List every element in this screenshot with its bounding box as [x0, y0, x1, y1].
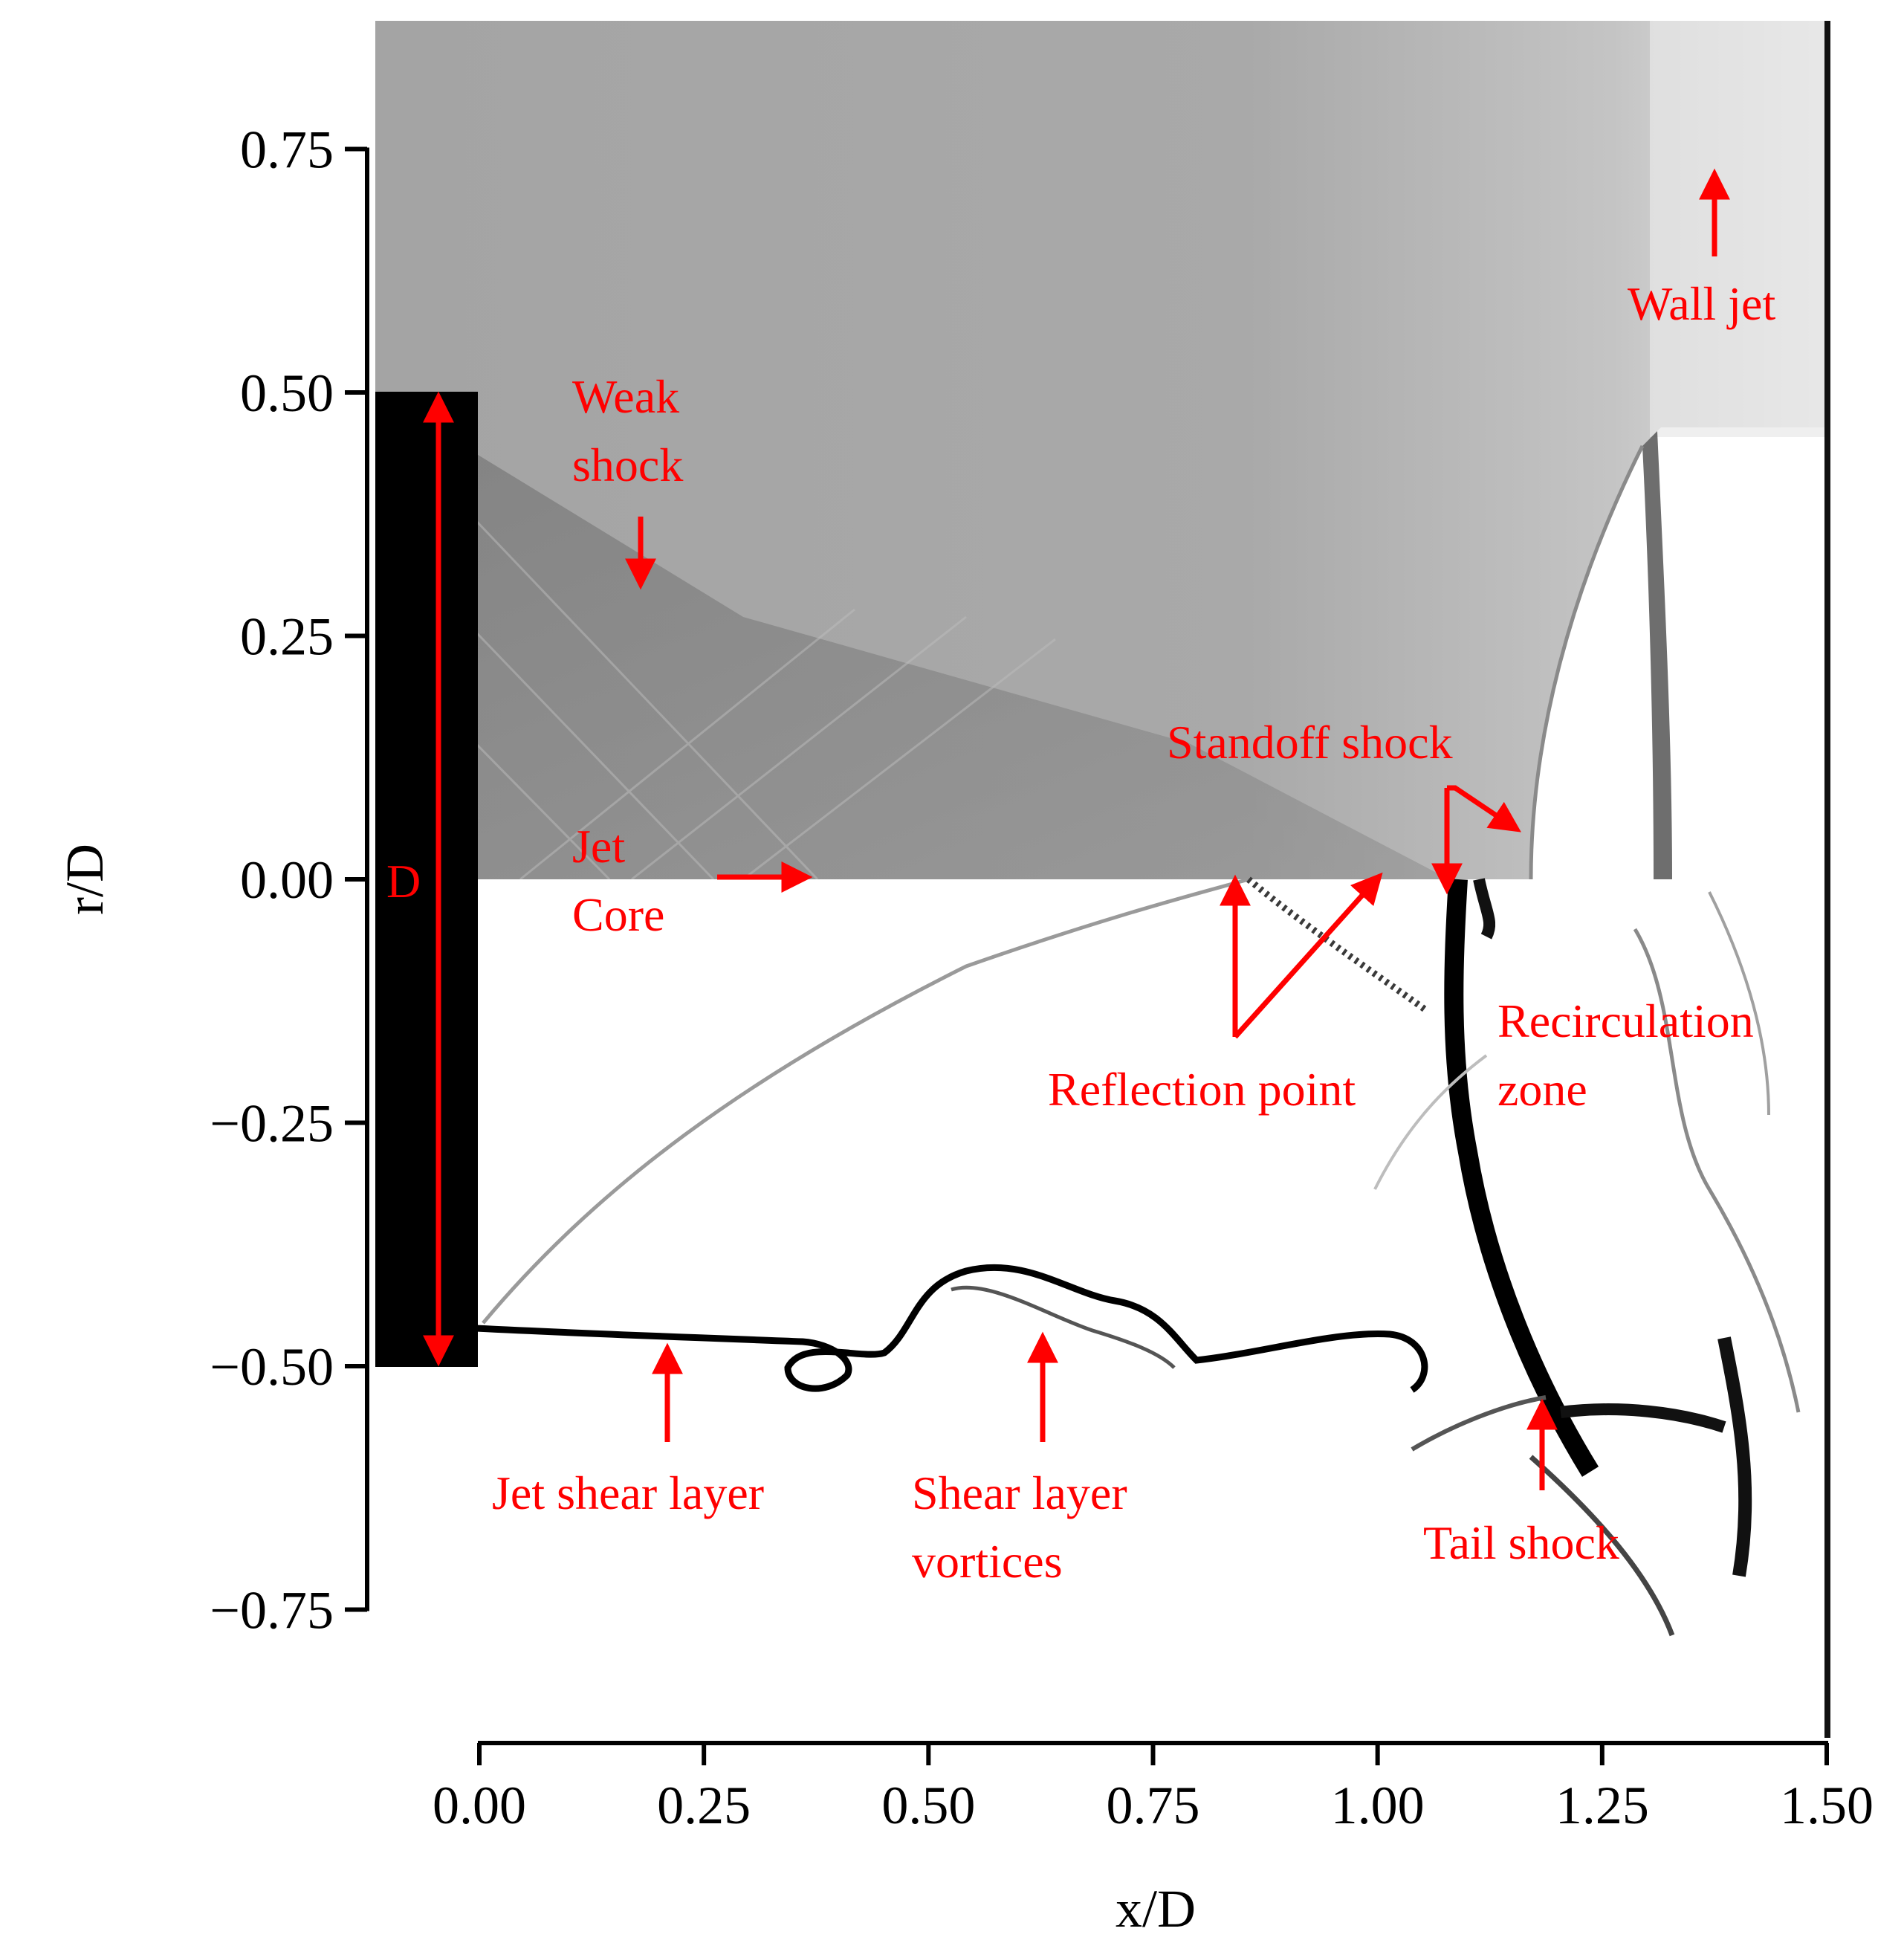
annotation-labels: Weak shock Wall jet D Jet Core Standoff sh…: [386, 277, 1775, 1588]
y-axis: 0.75 0.50 0.25 0.00 −0.25 −0.50 −0.75: [210, 120, 369, 1640]
x-tick-label: 0.50: [881, 1776, 975, 1835]
y-tick-label: −0.50: [210, 1337, 334, 1397]
weak-shock-label: Weak shock: [572, 370, 683, 491]
x-tick-label: 1.25: [1555, 1776, 1649, 1835]
reflection-point-arrow-2: [1233, 872, 1383, 1039]
y-tick-label: 0.50: [240, 363, 334, 423]
diameter-label: D: [386, 855, 421, 908]
x-tick-label: 0.75: [1107, 1776, 1200, 1835]
jet-core-label: Jet Core: [572, 820, 664, 941]
y-tick-label: −0.75: [210, 1581, 334, 1640]
tail-shock-line: [1444, 879, 1599, 1477]
x-tick-label: 1.50: [1780, 1776, 1874, 1835]
jet-shear-layer-label: Jet shear layer: [492, 1467, 764, 1519]
y-tick-label: 0.25: [240, 607, 334, 667]
y-tick-label: −0.25: [210, 1094, 334, 1154]
x-axis-label: x/D: [1115, 1879, 1196, 1939]
x-tick-label: 1.00: [1331, 1776, 1425, 1835]
y-tick-label: 0.00: [240, 850, 334, 910]
reflection-point-label: Reflection point: [1048, 1063, 1356, 1116]
wall-jet-label: Wall jet: [1628, 277, 1775, 330]
tail-shock-label: Tail shock: [1423, 1516, 1619, 1569]
y-tick-label: 0.75: [240, 120, 334, 180]
x-axis: 0.00 0.25 0.50 0.75 1.00 1.25 1.50: [433, 1741, 1874, 1835]
flow-field-image: [375, 21, 1830, 1738]
x-tick-label: 0.00: [433, 1776, 526, 1835]
lower-field: [375, 879, 1830, 1738]
shear-layer-vortices-label: Shear layer vortices: [912, 1467, 1127, 1588]
oblique-shock-lower: [482, 877, 1249, 1325]
jet-core-wedge: [476, 453, 1449, 879]
impingement-plate: [1824, 21, 1830, 1738]
standoff-bright-region: [1531, 427, 1828, 879]
jet-shear-layer-line: [475, 1264, 1428, 1393]
recirculation-zone-label: Recirculation zone: [1497, 995, 1754, 1116]
y-axis-label: r/D: [55, 844, 114, 915]
standoff-shock-label: Standoff shock: [1167, 716, 1453, 769]
annotation-arrows: [423, 168, 1730, 1490]
x-tick-label: 0.25: [657, 1776, 751, 1835]
standoff-shock-arrow-right: [1447, 785, 1521, 832]
